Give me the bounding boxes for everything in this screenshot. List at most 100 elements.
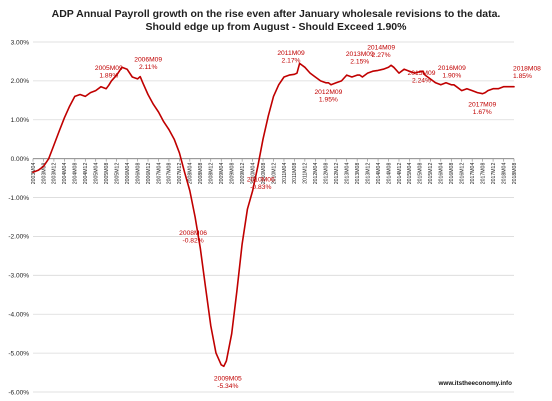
- x-tick-label: 2008M12: [209, 163, 215, 185]
- data-point: [288, 74, 290, 76]
- source-label: www.itstheeconomy.info: [438, 380, 513, 387]
- x-tick-label: 2003M08: [41, 163, 47, 185]
- data-point: [314, 76, 316, 78]
- x-tick-label: 2004M08: [73, 163, 79, 185]
- x-tick-label: 2016M12: [460, 163, 466, 185]
- data-point: [296, 72, 298, 74]
- x-tick-label: 2017M08: [480, 163, 486, 185]
- x-tick-label: 2017M12: [491, 163, 497, 185]
- x-tick-label: 2015M04: [407, 163, 413, 185]
- data-point: [53, 144, 55, 146]
- x-tick-label: 2017M04: [470, 163, 476, 185]
- data-point: [293, 73, 295, 75]
- annotation-date: 2011M09: [277, 50, 305, 57]
- data-point: [241, 243, 243, 245]
- data-point: [95, 90, 97, 92]
- x-tick-label: 2013M08: [355, 163, 361, 185]
- x-tick-label: 2008M08: [198, 163, 204, 185]
- data-point: [346, 74, 348, 76]
- x-tick-label: 2014M04: [376, 163, 382, 185]
- data-point: [84, 95, 86, 97]
- annotation-date: 2006M09: [134, 57, 162, 64]
- data-point: [210, 325, 212, 327]
- x-tick-label: 2010M12: [271, 163, 277, 185]
- data-point: [390, 64, 392, 66]
- x-tick-label: 2011M08: [292, 163, 298, 184]
- annotation-date: 2016M09: [438, 65, 466, 72]
- data-point: [424, 74, 426, 76]
- series-group: [32, 62, 515, 368]
- data-point: [116, 74, 118, 76]
- data-point: [330, 84, 332, 86]
- data-point: [309, 72, 311, 74]
- data-point: [513, 86, 515, 88]
- data-point: [476, 92, 478, 94]
- annotation-value: 1.85%: [513, 73, 532, 80]
- data-point: [199, 247, 201, 249]
- data-point: [272, 95, 275, 97]
- data-point: [372, 70, 374, 72]
- data-point: [74, 95, 76, 97]
- data-point: [435, 82, 437, 84]
- x-tick-label: 2013M04: [344, 163, 350, 185]
- data-point: [393, 66, 395, 68]
- data-point: [508, 86, 510, 88]
- x-tick-label: 2009M12: [240, 163, 246, 185]
- data-point: [414, 72, 416, 74]
- data-point: [359, 74, 361, 76]
- x-tick-label: 2004M04: [62, 163, 68, 185]
- annotation-date: 2017M09: [468, 102, 496, 109]
- data-point: [466, 88, 468, 90]
- data-point: [325, 82, 327, 84]
- data-point: [327, 82, 329, 84]
- data-point: [131, 76, 133, 78]
- data-point: [220, 364, 222, 366]
- y-tick-label: -4.00%: [8, 312, 29, 319]
- annotation-date: 2015M09: [408, 70, 436, 77]
- y-tick-label: -5.00%: [8, 350, 29, 357]
- data-point: [147, 93, 149, 96]
- chart-title-line1: ADP Annual Payroll growth on the rise ev…: [52, 8, 501, 20]
- y-tick-label: -2.00%: [8, 234, 29, 241]
- data-point: [450, 84, 452, 86]
- data-point: [139, 76, 141, 78]
- annotation-value: 1.89%: [99, 73, 118, 80]
- y-tick-label: 0.00%: [11, 156, 30, 163]
- data-point: [110, 80, 112, 82]
- data-point: [367, 72, 369, 74]
- data-point: [32, 171, 34, 173]
- data-point: [194, 216, 196, 218]
- annotation-date: 2014M09: [367, 44, 395, 51]
- data-point: [492, 88, 494, 90]
- annotation-value: 2.27%: [372, 52, 391, 59]
- data-point: [152, 103, 154, 105]
- data-point: [403, 68, 405, 70]
- x-tick-label: 2005M12: [114, 163, 120, 185]
- data-point: [121, 66, 123, 68]
- x-tick-label: 2010M04: [250, 163, 256, 185]
- data-point: [387, 66, 390, 68]
- data-point: [231, 333, 233, 335]
- annotation-date: 2012M09: [314, 89, 342, 96]
- data-point: [157, 111, 160, 113]
- data-point: [320, 80, 322, 82]
- x-tick-label: 2003M12: [52, 163, 58, 185]
- annotation-date: 2018M08: [513, 66, 541, 73]
- annotation-value: 2.15%: [350, 59, 369, 66]
- annotation-value: 1.90%: [442, 72, 461, 79]
- data-point: [455, 86, 458, 88]
- annotation-value: -0.83%: [250, 184, 271, 191]
- data-point: [223, 365, 225, 367]
- data-point: [215, 352, 217, 354]
- x-tick-label: 2016M04: [439, 163, 445, 185]
- x-tick-label: 2012M12: [334, 163, 340, 185]
- data-point: [48, 158, 50, 160]
- data-point: [351, 76, 353, 78]
- data-point: [502, 86, 505, 88]
- data-point: [471, 90, 473, 92]
- data-point: [79, 93, 81, 96]
- y-tick-label: -6.00%: [8, 389, 29, 396]
- data-point: [189, 190, 191, 192]
